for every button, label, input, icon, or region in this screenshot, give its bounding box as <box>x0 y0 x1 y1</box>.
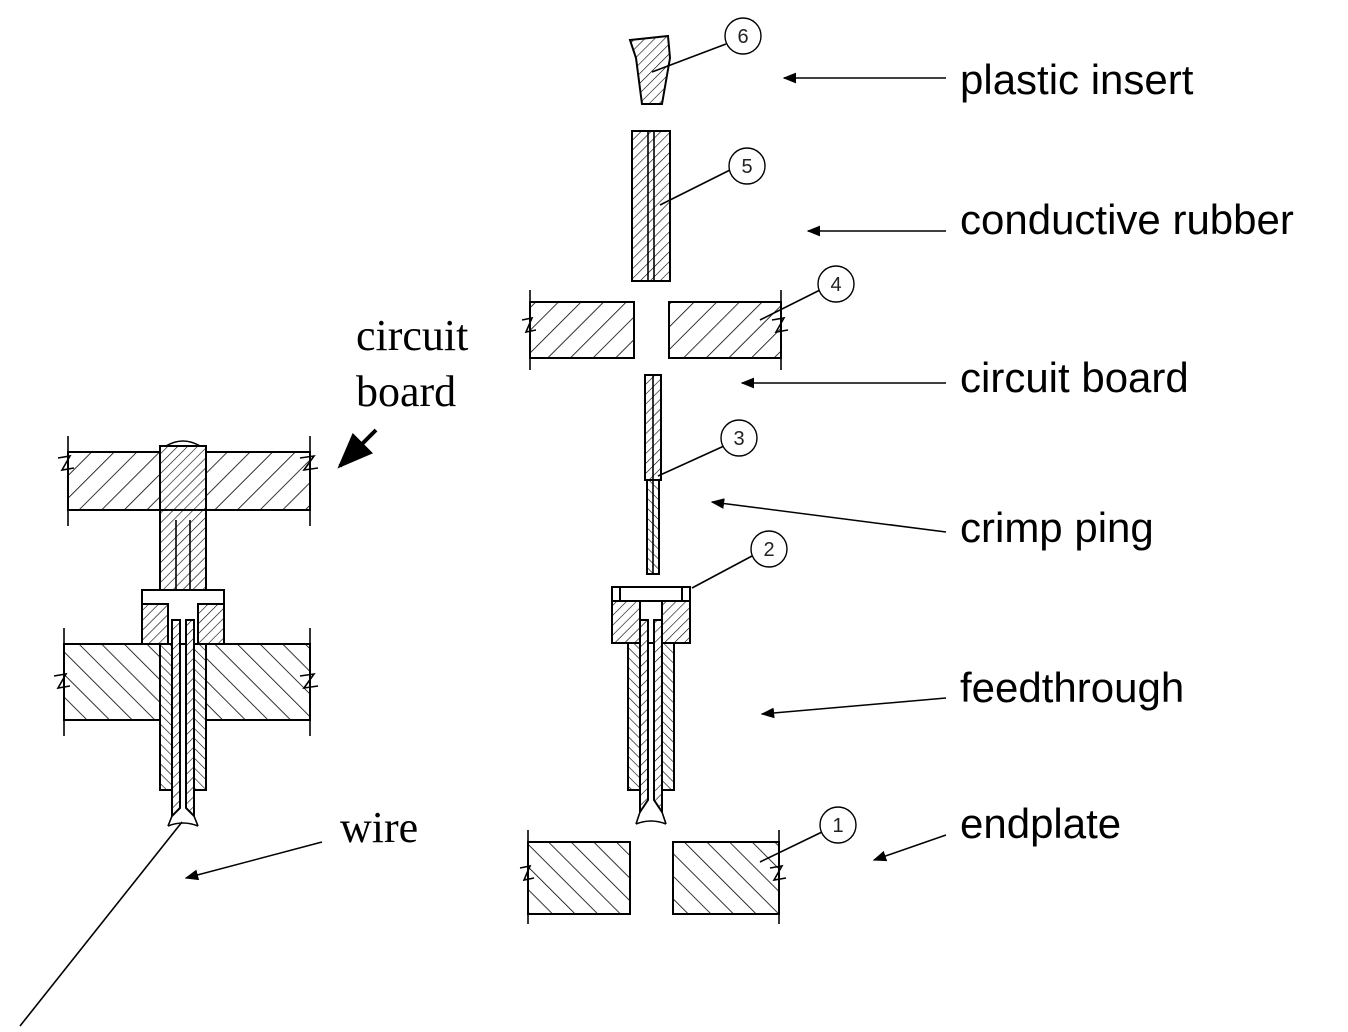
circuit-board-part <box>521 290 789 370</box>
callout-number-3: 3 <box>733 428 744 450</box>
label-conductive-rubber: conductive rubber <box>960 196 1294 243</box>
plastic-insert-part <box>628 34 672 105</box>
callout-leader-3 <box>657 445 725 477</box>
label-circuit-board: circuit board <box>960 354 1189 401</box>
callout-number-1: 1 <box>832 815 843 837</box>
endplate-part <box>519 830 787 924</box>
callout-circle-6 <box>724 17 762 55</box>
label-wire: wire <box>340 803 418 852</box>
callout-circle-1 <box>819 806 857 844</box>
callout-leader-6 <box>651 43 727 73</box>
assembled-view <box>19 436 319 1027</box>
arrow-wire <box>184 841 323 881</box>
callout-circle-4 <box>817 265 855 303</box>
callout-circle-3 <box>720 419 758 457</box>
arrow-feedthrough <box>760 697 947 719</box>
callout-leader-5 <box>659 169 731 206</box>
label-crimp-ping: crimp ping <box>960 504 1154 551</box>
label-circuit: circuit <box>356 311 468 360</box>
callout-leader-4 <box>759 289 821 321</box>
callout-circle-5 <box>728 147 766 185</box>
callout-circle-2 <box>750 530 788 568</box>
callout-number-6: 6 <box>737 26 748 48</box>
callout-number-4: 4 <box>830 274 841 296</box>
callout-leader-2 <box>691 555 753 589</box>
arrow-endplate <box>872 834 947 862</box>
feedthrough-part <box>611 586 691 825</box>
arrow-circuit-board-assembled <box>337 428 378 469</box>
crimp-pin-part <box>644 374 662 575</box>
assembled-labels: circuit board wire <box>184 311 468 881</box>
label-endplate: endplate <box>960 800 1121 847</box>
callout-leader-1 <box>759 831 823 863</box>
label-feedthrough: feedthrough <box>960 664 1184 711</box>
arrow-crimp-ping <box>710 498 947 533</box>
wire-line <box>19 821 183 1027</box>
callout-number-2: 2 <box>763 539 774 561</box>
label-board: board <box>356 367 456 416</box>
label-plastic-insert: plastic insert <box>960 56 1194 103</box>
conductive-rubber-part <box>631 130 671 282</box>
callout-markers: 6 5 4 3 2 1 <box>651 17 857 863</box>
part-labels: plastic insert conductive rubber circuit… <box>710 56 1294 862</box>
callout-number-5: 5 <box>741 156 752 178</box>
